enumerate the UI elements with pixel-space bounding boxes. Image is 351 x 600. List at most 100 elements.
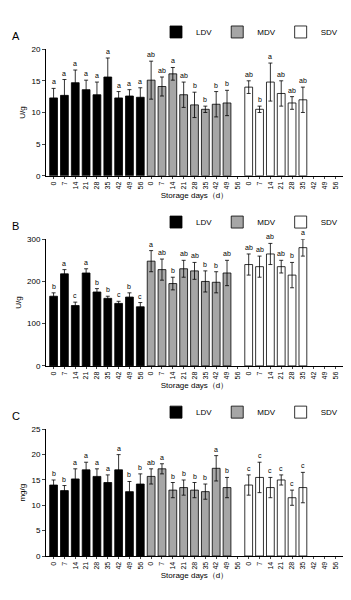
svg-text:b: b — [52, 283, 56, 290]
svg-text:14: 14 — [72, 562, 79, 570]
svg-text:ab: ab — [288, 87, 296, 94]
svg-text:ab: ab — [245, 71, 253, 78]
svg-text:21: 21 — [277, 562, 284, 570]
svg-text:a: a — [95, 459, 99, 466]
svg-text:10: 10 — [31, 501, 40, 510]
svg-text:ab: ab — [266, 233, 274, 240]
svg-text:14: 14 — [169, 562, 176, 570]
svg-text:42: 42 — [310, 182, 317, 190]
svg-text:b: b — [182, 470, 186, 477]
svg-text:0: 0 — [147, 372, 154, 376]
svg-text:49: 49 — [126, 182, 133, 190]
svg-text:56: 56 — [332, 372, 339, 380]
svg-text:Storage days（d）: Storage days（d） — [161, 571, 229, 580]
svg-text:42: 42 — [115, 372, 122, 380]
svg-text:b: b — [225, 467, 229, 474]
svg-text:56: 56 — [137, 372, 144, 380]
svg-text:100: 100 — [27, 319, 41, 328]
svg-text:42: 42 — [212, 182, 219, 190]
svg-text:c: c — [268, 467, 272, 474]
svg-text:21: 21 — [277, 182, 284, 190]
svg-text:b: b — [62, 476, 66, 483]
svg-text:49: 49 — [223, 372, 230, 380]
svg-text:c: c — [247, 465, 251, 472]
svg-text:35: 35 — [104, 372, 111, 380]
svg-text:ab: ab — [147, 459, 155, 466]
svg-text:28: 28 — [93, 182, 100, 190]
svg-text:42: 42 — [310, 372, 317, 380]
svg-text:0: 0 — [147, 182, 154, 186]
svg-text:56: 56 — [234, 182, 241, 190]
svg-text:LDV: LDV — [196, 408, 212, 417]
svg-text:0: 0 — [245, 562, 252, 566]
svg-text:a: a — [117, 82, 121, 89]
svg-text:56: 56 — [332, 562, 339, 570]
svg-text:ab: ab — [191, 252, 199, 259]
svg-text:A: A — [12, 30, 20, 42]
svg-text:SDV: SDV — [321, 408, 338, 417]
svg-text:ab: ab — [299, 77, 307, 84]
svg-text:200: 200 — [27, 277, 41, 286]
svg-text:42: 42 — [212, 562, 219, 570]
svg-text:0: 0 — [245, 182, 252, 186]
svg-text:SDV: SDV — [321, 218, 338, 227]
svg-text:mg/g: mg/g — [18, 484, 27, 502]
svg-text:35: 35 — [299, 562, 306, 570]
svg-text:ab: ab — [158, 67, 166, 74]
svg-text:0: 0 — [50, 182, 57, 186]
svg-text:35: 35 — [202, 182, 209, 190]
svg-text:15: 15 — [31, 476, 40, 485]
svg-text:ab: ab — [277, 250, 285, 257]
svg-text:U/g: U/g — [18, 106, 27, 118]
svg-text:c: c — [138, 293, 142, 300]
svg-text:b: b — [258, 96, 262, 103]
svg-text:b: b — [171, 267, 175, 274]
svg-text:LDV: LDV — [196, 218, 212, 227]
svg-text:Storage days（d）: Storage days（d） — [161, 381, 229, 390]
svg-text:49: 49 — [126, 562, 133, 570]
svg-text:5: 5 — [36, 140, 41, 149]
svg-text:b: b — [203, 96, 207, 103]
svg-text:28: 28 — [191, 562, 198, 570]
svg-text:SDV: SDV — [321, 28, 338, 37]
svg-text:a: a — [73, 60, 77, 67]
svg-text:28: 28 — [288, 182, 295, 190]
svg-text:49: 49 — [223, 182, 230, 190]
svg-text:7: 7 — [256, 372, 263, 376]
svg-text:ab: ab — [245, 244, 253, 251]
svg-text:ab: ab — [277, 71, 285, 78]
svg-text:b: b — [106, 286, 110, 293]
svg-text:21: 21 — [277, 372, 284, 380]
svg-text:20: 20 — [31, 45, 40, 54]
svg-text:MDV: MDV — [257, 408, 275, 417]
svg-text:49: 49 — [321, 372, 328, 380]
svg-text:b: b — [290, 252, 294, 259]
svg-text:7: 7 — [61, 562, 68, 566]
svg-text:25: 25 — [31, 425, 40, 434]
svg-text:7: 7 — [158, 372, 165, 376]
svg-text:14: 14 — [267, 562, 274, 570]
svg-text:c: c — [290, 480, 294, 487]
svg-text:b: b — [95, 279, 99, 286]
svg-text:MDV: MDV — [257, 218, 275, 227]
svg-text:c: c — [258, 452, 262, 459]
svg-text:14: 14 — [72, 182, 79, 190]
svg-text:28: 28 — [93, 562, 100, 570]
svg-text:a: a — [171, 57, 175, 64]
svg-text:21: 21 — [82, 182, 89, 190]
svg-text:42: 42 — [310, 562, 317, 570]
svg-text:21: 21 — [180, 562, 187, 570]
svg-text:28: 28 — [191, 372, 198, 380]
svg-text:56: 56 — [234, 562, 241, 570]
svg-text:0: 0 — [50, 562, 57, 566]
svg-text:c: c — [279, 465, 283, 472]
svg-text:21: 21 — [82, 562, 89, 570]
svg-text:15: 15 — [31, 77, 40, 86]
svg-text:a: a — [117, 445, 121, 452]
svg-text:a: a — [106, 465, 110, 472]
svg-text:7: 7 — [61, 182, 68, 186]
svg-text:a: a — [268, 53, 272, 60]
svg-text:b: b — [127, 283, 131, 290]
svg-text:56: 56 — [332, 182, 339, 190]
svg-text:a: a — [62, 260, 66, 267]
